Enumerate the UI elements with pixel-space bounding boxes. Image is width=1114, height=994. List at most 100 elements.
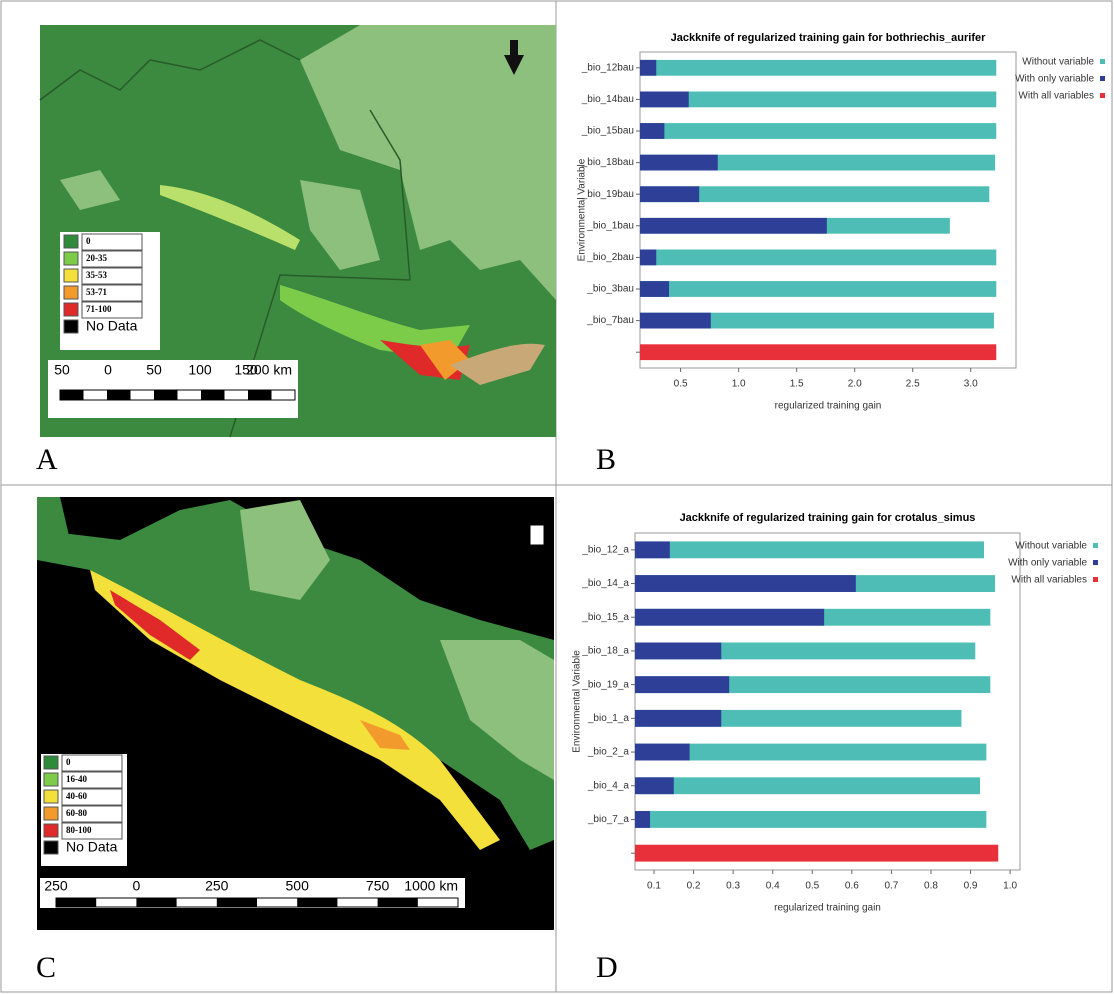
x-tick-label: 0.1 [647, 881, 661, 892]
legend-swatch [63, 302, 79, 317]
scale-segment [216, 898, 257, 907]
bar [635, 608, 825, 626]
scale-segment [377, 898, 418, 907]
legend-swatch [1100, 59, 1105, 64]
legend-swatch [63, 234, 79, 249]
legend-label: 71-100 [86, 304, 112, 314]
x-axis-label: regularized training gain [775, 401, 882, 412]
legend-swatch [1093, 560, 1098, 565]
bar [635, 844, 999, 862]
x-tick-label: 0.7 [884, 881, 898, 892]
scale-label: 750 [366, 878, 390, 894]
scale-label: 1000 km [404, 878, 458, 894]
panel-label: D [596, 951, 618, 984]
scale-label: 150 [234, 362, 258, 378]
scale-segment [297, 898, 338, 907]
x-tick-label: 2.0 [848, 379, 862, 390]
y-tick-label: _bio_19_a [581, 679, 629, 690]
scale-label: 0 [104, 362, 112, 378]
legend-cell [81, 250, 143, 268]
bar [640, 59, 657, 76]
x-tick-label: 0.4 [766, 881, 780, 892]
x-tick-label: 0.6 [845, 881, 859, 892]
legend-swatch [63, 285, 79, 300]
bar [640, 249, 997, 266]
y-tick-label: _bio_15bau [581, 126, 634, 137]
legend-cell [81, 284, 143, 302]
legend-label: With all variables [1018, 91, 1094, 102]
legend-cell [61, 788, 123, 806]
y-tick-label: _bio_2_a [587, 747, 630, 758]
y-tick-label: _bio_15_a [581, 612, 629, 623]
bar [640, 281, 997, 297]
panel-label: A [36, 443, 58, 476]
x-tick-label: 1.0 [1003, 881, 1017, 892]
y-tick-label: _bio_2bau [586, 252, 634, 263]
bar [640, 123, 997, 139]
bar [640, 91, 997, 108]
y-tick-label: _bio_12_a [581, 544, 629, 555]
legend-cell [61, 805, 123, 823]
legend-swatch [43, 789, 59, 804]
legend-cell [81, 233, 143, 251]
y-tick-label: _bio_7_a [587, 814, 630, 825]
y-tick-label: _bio_12bau [581, 62, 634, 73]
bar [640, 154, 718, 171]
x-tick-label: 0.8 [924, 881, 938, 892]
legend-cell [81, 267, 143, 285]
bar [640, 59, 997, 76]
bar [640, 217, 827, 234]
legend-label: 80-100 [66, 825, 92, 835]
bar [635, 743, 987, 761]
bar [635, 709, 722, 727]
bar [640, 91, 689, 108]
y-tick-label: _bio_18bau [581, 157, 634, 168]
legend-swatch [63, 319, 79, 334]
legend-swatch [1093, 543, 1098, 548]
scale-label: 200 km [246, 362, 292, 378]
legend-label: No Data [66, 839, 118, 855]
legend-label: With only variable [1015, 74, 1094, 85]
x-tick-label: 0.5 [674, 379, 688, 390]
legend-label: No Data [86, 318, 138, 334]
scale-segment [201, 390, 225, 400]
legend-swatch [43, 806, 59, 821]
map-a [39, 25, 556, 438]
x-tick-label: 1.0 [732, 379, 746, 390]
legend-swatch [1093, 577, 1098, 582]
scale-label: 250 [205, 878, 229, 894]
legend-label: With all variables [1011, 575, 1087, 586]
x-tick-label: 3.0 [964, 379, 978, 390]
legend-swatch [63, 268, 79, 283]
bar [640, 344, 997, 361]
y-tick-label: _bio_7bau [586, 315, 634, 326]
legend-label: 60-80 [66, 808, 87, 818]
legend-label: 0 [86, 236, 91, 246]
bar [640, 186, 700, 203]
bar [640, 123, 665, 139]
legend-label: 16-40 [66, 774, 87, 784]
chart-title: Jackknife of regularized training gain f… [671, 32, 987, 44]
y-tick-label: _bio_14bau [581, 94, 634, 105]
x-tick-label: 0.9 [964, 881, 978, 892]
legend-label: 20-35 [86, 253, 107, 263]
scale-segment [248, 390, 272, 400]
bar [635, 676, 730, 694]
legend-label: 40-60 [66, 791, 87, 801]
legend-swatch [43, 840, 59, 855]
bar [640, 281, 670, 297]
legend-label: Without variable [1015, 541, 1087, 552]
y-axis-label: Environmental Variable [572, 650, 583, 753]
map-c [37, 497, 554, 930]
y-axis-label: Environmental Variable [577, 158, 588, 261]
x-tick-label: 1.5 [790, 379, 804, 390]
legend-swatch [43, 755, 59, 770]
legend-label: 35-53 [86, 270, 107, 280]
legend-cell [61, 822, 123, 840]
y-tick-label: _bio_4_a [587, 780, 630, 791]
bar [640, 249, 657, 266]
scale-label: 500 [286, 878, 310, 894]
y-tick-label: _bio_1bau [586, 220, 634, 231]
legend-swatch [63, 251, 79, 266]
